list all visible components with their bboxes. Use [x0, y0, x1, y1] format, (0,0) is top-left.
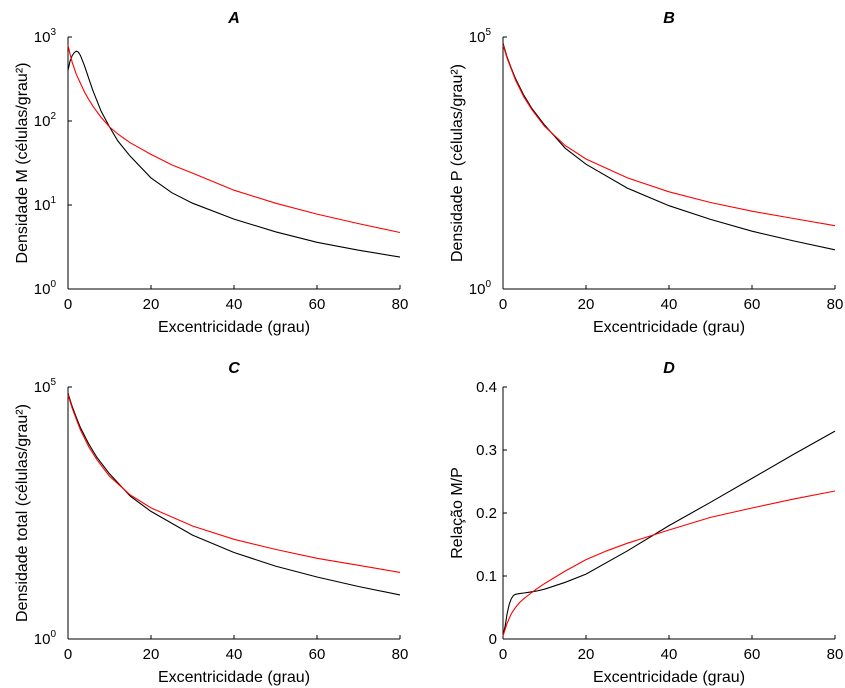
panel-b: 0 20 40 60 80 100 105 B Excentricidade (grau) Den…	[449, 10, 843, 336]
y-axis-label: Densidade P (células/grau²)	[449, 64, 466, 262]
y-tick-label: 100	[34, 279, 57, 298]
x-tick-label: 80	[827, 296, 844, 313]
chart-title: B	[663, 10, 675, 27]
series-line-1	[67, 393, 401, 596]
chart-title: A	[227, 10, 240, 27]
y-axis-label: Densidade M (células/grau²)	[14, 63, 31, 264]
panel-d: 0 20 40 60 80 0 0.1 0.2 0.3 0.4 D Excentricidade (g…	[449, 360, 843, 686]
y-axis-label: Densidade total (células/grau²)	[14, 404, 31, 622]
x-tick-label: 20	[143, 296, 160, 313]
y-axis-label: Relação M/P	[449, 467, 466, 559]
x-tick-label: 80	[392, 646, 409, 663]
y-tick-label: 102	[34, 111, 57, 130]
y-tick-label: 0	[489, 631, 497, 648]
x-tick-label: 0	[64, 296, 72, 313]
series-line-1	[67, 50, 401, 258]
x-tick-label: 40	[226, 296, 243, 313]
x-tick-label: 0	[499, 646, 507, 663]
chart-title: C	[228, 360, 240, 377]
x-tick-label: 20	[578, 296, 595, 313]
x-tick-label: 40	[226, 646, 243, 663]
series-line-2	[502, 490, 836, 637]
series-line-2	[502, 44, 836, 227]
x-tick-label: 40	[661, 296, 678, 313]
y-tick-label: 0.4	[476, 379, 497, 396]
x-tick-label: 80	[827, 646, 844, 663]
y-tick-label: 105	[469, 27, 492, 46]
y-tick-label: 0.3	[476, 442, 497, 459]
x-tick-label: 60	[309, 646, 326, 663]
x-tick-label: 0	[64, 646, 72, 663]
x-axis-label: Excentricidade (grau)	[158, 669, 310, 686]
series-line-1	[502, 430, 836, 637]
y-tick-label: 0.2	[476, 505, 497, 522]
y-tick-label: 101	[34, 195, 57, 214]
y-tick-label: 0.1	[476, 568, 497, 585]
x-tick-label: 20	[143, 646, 160, 663]
y-tick-label: 100	[34, 629, 57, 648]
y-tick-label: 100	[469, 279, 492, 298]
x-tick-label: 0	[499, 296, 507, 313]
series-line-2	[67, 44, 401, 234]
series-line-1	[502, 43, 836, 251]
x-tick-label: 40	[661, 646, 678, 663]
x-axis-label: Excentricidade (grau)	[158, 319, 310, 336]
x-tick-label: 60	[309, 296, 326, 313]
x-tick-label: 60	[744, 296, 761, 313]
x-tick-label: 80	[392, 296, 409, 313]
panel-a: 0 20 40 60 80 100 101 102 103 A Excentricidade (gr…	[14, 10, 408, 336]
series-line-2	[67, 394, 401, 573]
x-axis-label: Excentricidade (grau)	[593, 319, 745, 336]
y-tick-label: 103	[34, 27, 57, 46]
x-tick-label: 20	[578, 646, 595, 663]
panel-c: 0 20 40 60 80 100 105 C Excentricidade (grau) Den…	[14, 360, 408, 686]
x-axis-label: Excentricidade (grau)	[593, 669, 745, 686]
x-tick-label: 60	[744, 646, 761, 663]
chart-title: D	[663, 360, 675, 377]
y-tick-label: 105	[34, 377, 57, 396]
